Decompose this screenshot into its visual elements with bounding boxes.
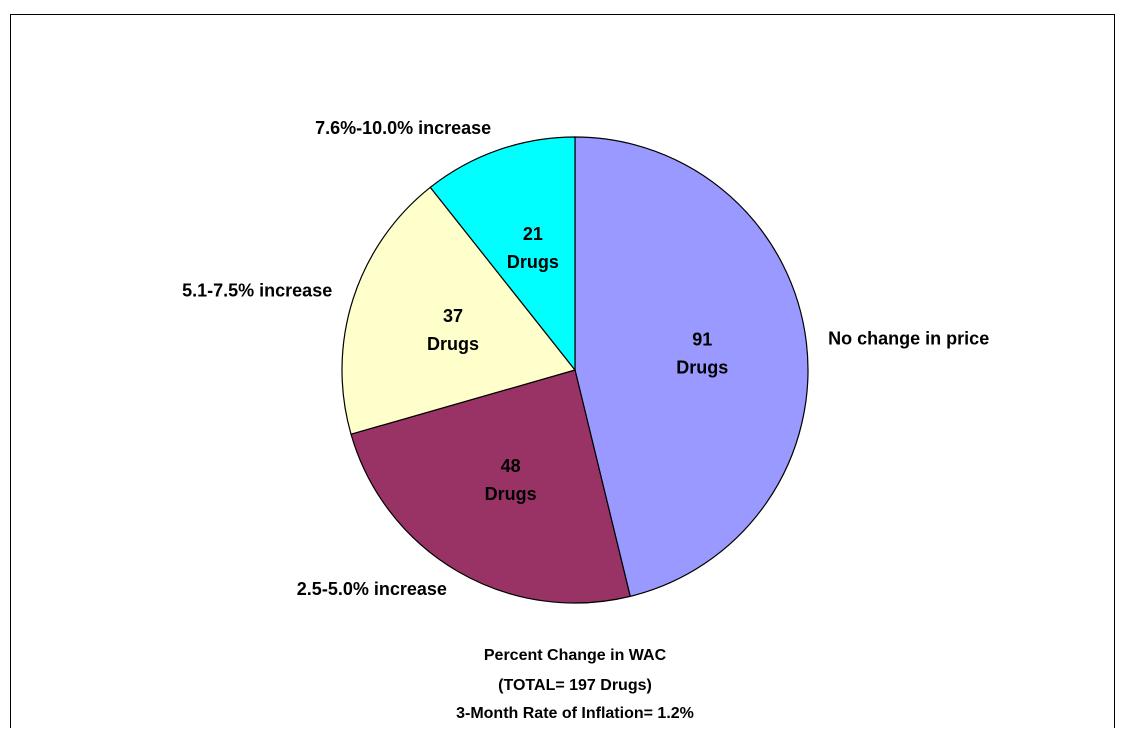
data-label: 91 Drugs: [676, 329, 728, 377]
annotation: 3-Month Rate of Inflation= 1.2%: [456, 705, 694, 722]
category-label: 5.1-7.5% increase: [182, 281, 332, 301]
pie-slice: [429, 136, 576, 372]
data-label: 21 Drugs: [507, 224, 559, 272]
category-label: 7.6%-10.0% increase: [315, 118, 491, 138]
annotation: (TOTAL= 197 Drugs): [498, 677, 652, 694]
category-label: No change in price: [828, 328, 989, 348]
pie-slice: [350, 369, 631, 604]
data-label: 48 Drugs: [485, 456, 537, 504]
category-label: 2.5-5.0% increase: [297, 579, 447, 599]
data-label: 37 Drugs: [427, 306, 479, 354]
pie-slice: [574, 136, 809, 598]
pie-slice: [341, 186, 577, 435]
chart-title: Percent Change in WAC: [484, 647, 667, 664]
